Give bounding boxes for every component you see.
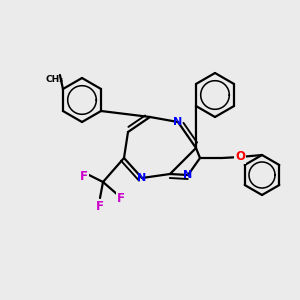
Text: N: N [137, 173, 147, 183]
Text: N: N [173, 117, 183, 127]
Text: F: F [96, 200, 104, 212]
Text: F: F [117, 191, 125, 205]
Text: F: F [80, 169, 88, 182]
Text: O: O [235, 151, 245, 164]
Text: CH₃: CH₃ [46, 74, 64, 83]
Text: N: N [183, 170, 193, 180]
